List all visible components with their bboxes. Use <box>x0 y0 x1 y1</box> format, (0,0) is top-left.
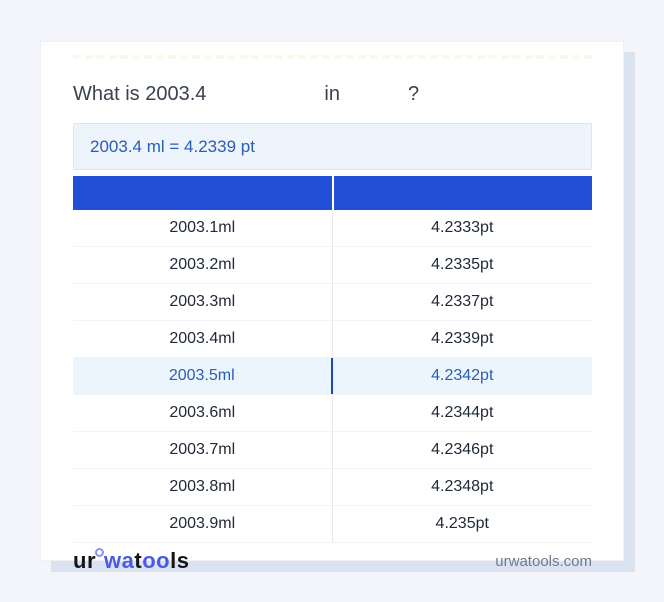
question-prefix: What is 2003.4 <box>73 83 207 105</box>
table-row[interactable]: 2003.1ml 4.2333pt <box>73 210 592 246</box>
header-cell-ml <box>73 176 332 210</box>
ml-value: 2003.3ml <box>73 284 333 320</box>
ml-value: 2003.2ml <box>73 247 333 283</box>
ml-value: 2003.7ml <box>73 432 333 468</box>
result-box: 2003.4 ml = 4.2339 pt <box>73 123 592 170</box>
conversion-table: 2003.1ml 4.2333pt 2003.2ml 4.2335pt 2003… <box>73 210 592 542</box>
logo-text-t: t <box>134 548 143 573</box>
question-connector: in <box>324 83 340 105</box>
table-row-highlighted[interactable]: 2003.5ml 4.2342pt <box>73 357 592 394</box>
pt-value: 4.2335pt <box>431 256 494 273</box>
page-title: What is 2003.4 in? <box>73 80 592 108</box>
ml-value: 2003.6ml <box>73 395 333 431</box>
pt-value: 4.2348pt <box>431 478 494 495</box>
logo-text-ur: ur <box>73 548 96 573</box>
logo[interactable]: ur watools <box>73 548 190 573</box>
pt-value: 4.2342pt <box>431 367 494 384</box>
table-header <box>73 176 592 210</box>
table-row[interactable]: 2003.9ml 4.235pt <box>73 505 592 542</box>
ml-value: 2003.9ml <box>73 506 333 542</box>
pt-value: 4.2337pt <box>431 293 494 310</box>
table-row[interactable]: 2003.3ml 4.2337pt <box>73 283 592 320</box>
site-link[interactable]: urwatools.com <box>495 552 592 570</box>
table-row[interactable]: 2003.8ml 4.2348pt <box>73 468 592 505</box>
logo-text-wa: wa <box>104 548 135 573</box>
pt-value: 4.2339pt <box>431 330 494 347</box>
converter-card: What is 2003.4 in? 2003.4 ml = 4.2339 pt … <box>40 41 624 572</box>
ml-value: 2003.5ml <box>73 358 333 394</box>
table-row[interactable]: 2003.6ml 4.2344pt <box>73 394 592 431</box>
dashed-divider <box>73 55 592 59</box>
table-row[interactable]: 2003.4ml 4.2339pt <box>73 320 592 357</box>
pt-value: 4.2333pt <box>431 219 494 236</box>
result-text: 2003.4 ml = 4.2339 pt <box>90 136 255 156</box>
logo-ring-icon <box>95 548 104 557</box>
ml-value: 2003.1ml <box>73 210 333 246</box>
table-row[interactable]: 2003.7ml 4.2346pt <box>73 431 592 468</box>
ml-value: 2003.8ml <box>73 469 333 505</box>
ml-value: 2003.4ml <box>73 321 333 357</box>
footer: ur watools urwatools.com <box>73 542 592 579</box>
pt-value: 4.2344pt <box>431 404 494 421</box>
question-suffix: ? <box>408 83 420 105</box>
table-row[interactable]: 2003.2ml 4.2335pt <box>73 246 592 283</box>
header-cell-pt <box>333 176 592 210</box>
logo-text-oo: oo <box>142 548 171 573</box>
pt-value: 4.235pt <box>435 515 489 532</box>
logo-text-ls: ls <box>170 548 190 573</box>
pt-value: 4.2346pt <box>431 441 494 458</box>
